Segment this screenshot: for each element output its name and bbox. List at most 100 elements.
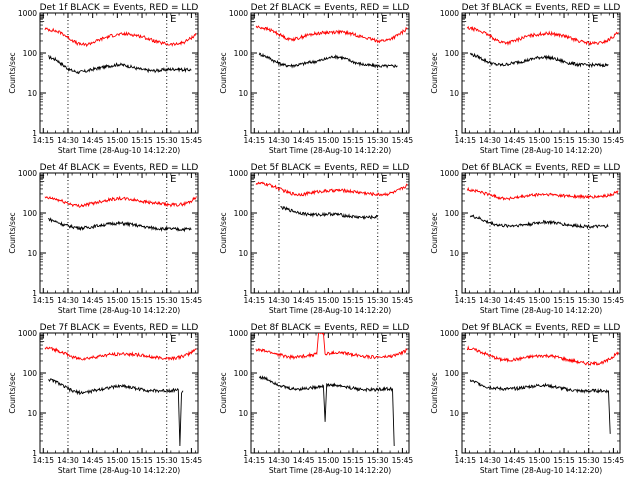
x-axis-label: Start Time (28-Aug-10 14:12:20) — [269, 306, 391, 315]
x-tick-label: 14:45 — [504, 456, 526, 465]
x-tick-label: 15:30 — [156, 296, 178, 305]
x-tick-label: 14:30 — [268, 136, 290, 145]
y-tick-label: 1000 — [18, 329, 37, 338]
events-series-line — [469, 52, 609, 69]
x-tick-label: 14:45 — [82, 136, 104, 145]
lld-series-line — [255, 25, 408, 44]
x-tick-label: 14:15 — [32, 296, 54, 305]
x-tick-label: 15:15 — [131, 136, 153, 145]
x-tick-label: 15:30 — [578, 296, 600, 305]
x-tick-label: 15:30 — [578, 136, 600, 145]
y-tick-label: 10 — [238, 409, 248, 418]
flag-label: E — [381, 14, 387, 25]
plot-title: Det 7f BLACK = Events, RED = LLD — [40, 323, 199, 333]
y-tick-label: 10 — [27, 249, 37, 258]
x-tick-label: 15:45 — [603, 296, 625, 305]
x-tick-label: 14:45 — [293, 136, 315, 145]
plot-title: Det 8f BLACK = Events, RED = LLD — [251, 323, 410, 333]
x-tick-label: 15:15 — [553, 296, 575, 305]
y-tick-label: 100 — [234, 369, 249, 378]
y-tick-label: 1 — [243, 289, 248, 298]
plot-title: Det 3f BLACK = Events, RED = LLD — [462, 3, 621, 13]
x-tick-label: 15:45 — [392, 136, 414, 145]
y-tick-label: 1000 — [440, 169, 459, 178]
x-tick-label: 14:45 — [504, 136, 526, 145]
lld-series-line — [466, 345, 619, 366]
y-tick-label: 10 — [27, 409, 37, 418]
y-tick-label: 100 — [445, 49, 460, 58]
y-tick-label: 1 — [243, 129, 248, 138]
plot-title: Det 1f BLACK = Events, RED = LLD — [40, 3, 199, 13]
flag-label: E — [381, 174, 387, 185]
y-tick-label: 1000 — [229, 9, 248, 18]
y-tick-label: 100 — [445, 209, 460, 218]
events-series-line — [469, 214, 609, 230]
lld-series-line — [255, 333, 408, 361]
flag-label: E — [249, 14, 255, 25]
y-axis-label: Counts/sec — [8, 212, 17, 253]
x-tick-label: 15:30 — [367, 136, 389, 145]
flag-label: E — [460, 14, 466, 25]
x-tick-label: 14:15 — [454, 456, 476, 465]
flag-label: E — [460, 334, 466, 345]
x-tick-label: 14:45 — [82, 456, 104, 465]
x-tick-label: 15:45 — [181, 456, 203, 465]
events-series-line — [469, 379, 611, 434]
plot-title: Det 6f BLACK = Events, RED = LLD — [462, 163, 621, 173]
x-tick-label: 14:30 — [479, 296, 501, 305]
x-tick-label: 14:15 — [454, 136, 476, 145]
flag-label: E — [38, 174, 44, 185]
y-tick-label: 1 — [32, 129, 37, 138]
plot-title: Det 2f BLACK = Events, RED = LLD — [251, 3, 410, 13]
plot-title: Det 9f BLACK = Events, RED = LLD — [462, 323, 621, 333]
series-group — [255, 333, 408, 447]
y-tick-label: 100 — [445, 369, 460, 378]
series-group — [466, 345, 619, 434]
x-tick-label: 15:45 — [392, 456, 414, 465]
x-axis-label: Start Time (28-Aug-10 14:12:20) — [269, 146, 391, 155]
flag-label: E — [381, 334, 387, 345]
x-tick-label: 14:15 — [243, 136, 265, 145]
y-tick-label: 100 — [234, 49, 249, 58]
x-tick-label: 15:30 — [156, 136, 178, 145]
lld-series-line — [466, 25, 619, 46]
x-tick-label: 15:15 — [553, 456, 575, 465]
y-axis-label: Counts/sec — [430, 212, 439, 253]
y-tick-label: 10 — [238, 249, 248, 258]
series-group — [44, 195, 197, 233]
y-tick-label: 10 — [449, 89, 459, 98]
series-group — [466, 186, 619, 230]
x-tick-label: 15:30 — [367, 296, 389, 305]
x-tick-label: 15:00 — [529, 456, 551, 465]
x-tick-label: 15:45 — [603, 136, 625, 145]
events-series-line — [48, 55, 192, 75]
events-series-line — [48, 378, 184, 447]
y-tick-label: 1 — [454, 289, 459, 298]
x-tick-label: 14:30 — [479, 456, 501, 465]
x-axis-label: Start Time (28-Aug-10 14:12:20) — [58, 306, 180, 315]
lld-series-line — [255, 181, 408, 197]
y-axis-label: Counts/sec — [430, 372, 439, 413]
y-tick-label: 1000 — [229, 329, 248, 338]
x-tick-label: 15:15 — [553, 136, 575, 145]
y-tick-label: 100 — [23, 209, 38, 218]
x-tick-label: 15:15 — [131, 296, 153, 305]
y-tick-label: 1000 — [440, 9, 459, 18]
x-tick-label: 15:30 — [156, 456, 178, 465]
y-tick-label: 100 — [23, 49, 38, 58]
x-tick-label: 15:00 — [107, 296, 129, 305]
x-tick-label: 15:15 — [342, 296, 364, 305]
flag-label: E — [170, 334, 176, 345]
series-group — [255, 25, 408, 69]
x-tick-label: 14:30 — [57, 456, 79, 465]
x-tick-label: 15:30 — [367, 456, 389, 465]
y-tick-label: 10 — [238, 89, 248, 98]
x-axis-label: Start Time (28-Aug-10 14:12:20) — [58, 466, 180, 475]
plot-panel-3: Det 3f BLACK = Events, RED = LLD 1 10 100 10… — [430, 3, 624, 155]
plot-panel-4: Det 4f BLACK = Events, RED = LLD 1 10 100 10… — [8, 163, 202, 315]
series-group — [44, 346, 197, 447]
flag-label: E — [38, 334, 44, 345]
plot-panel-7: Det 7f BLACK = Events, RED = LLD 1 10 100 10… — [8, 323, 202, 475]
plot-panel-8: Det 8f BLACK = Events, RED = LLD 1 10 100 10… — [219, 323, 413, 475]
